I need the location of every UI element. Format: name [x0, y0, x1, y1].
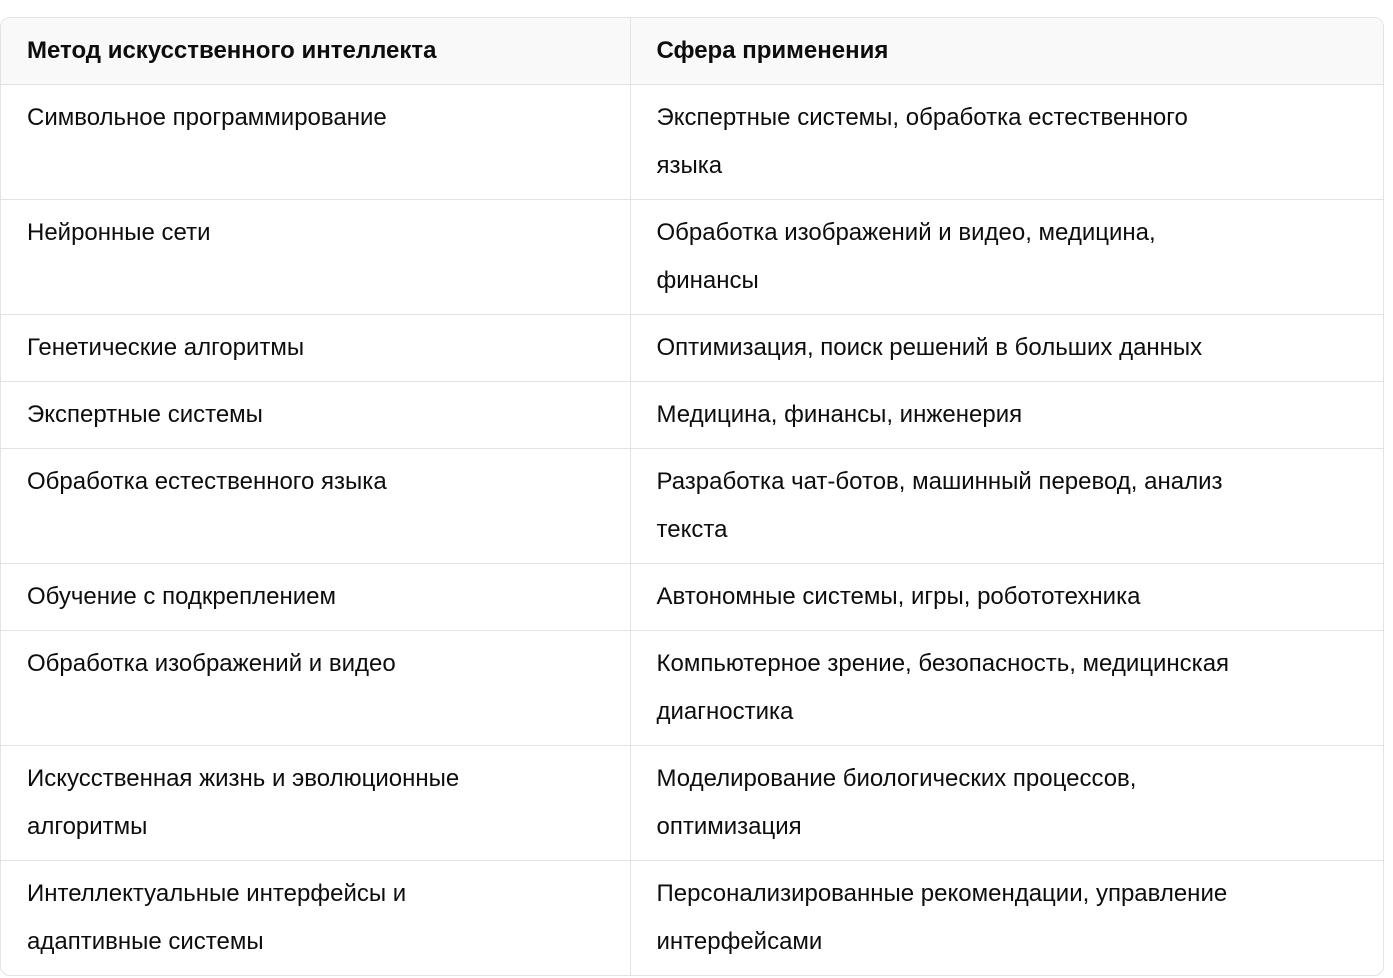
- header-method: Метод искусственного интеллекта: [1, 18, 631, 85]
- table-row: Экспертные системы Медицина, финансы, инж…: [1, 381, 1383, 449]
- application-cell-text: Медицина, финансы, инженерия: [656, 401, 1023, 428]
- application-cell-text: текста: [656, 516, 728, 543]
- application-cell-text: Экспертные системы, обработка естественн…: [656, 104, 1188, 131]
- application-cell: Оптимизация, поиск решений в больших дан…: [630, 314, 1383, 382]
- method-cell: Генетические алгоритмы: [1, 314, 631, 382]
- method-cell-text: Символьное программирование: [27, 104, 387, 131]
- application-cell-text: языка: [656, 152, 723, 179]
- method-cell: Символьное программирование: [1, 84, 631, 200]
- table-row: Символьное программирование Экспертные си…: [1, 84, 1383, 200]
- application-cell-text: Моделирование биологических процессов,: [656, 765, 1137, 792]
- method-cell: Искусственная жизнь и эволюционные алгори…: [1, 745, 631, 861]
- application-cell-text: оптимизация: [656, 813, 802, 840]
- application-cell-text: Разработка чат-ботов, машинный перевод, …: [656, 468, 1223, 495]
- method-cell: Экспертные системы: [1, 381, 631, 449]
- table-row: Интеллектуальные интерфейсы и адаптивные …: [1, 860, 1383, 976]
- application-cell: Экспертные системы, обработка естественн…: [630, 84, 1383, 200]
- application-cell: Медицина, финансы, инженерия: [630, 381, 1383, 449]
- application-cell-text: Обработка изображений и видео, медицина,: [656, 219, 1156, 246]
- table-row: Обработка изображений и видео Компьютерно…: [1, 630, 1383, 746]
- header-application: Сфера применения: [630, 18, 1383, 85]
- method-cell-text: Экспертные системы: [27, 401, 263, 428]
- application-cell-text: Оптимизация, поиск решений в больших дан…: [656, 334, 1203, 361]
- table-row: Обучение с подкреплением Автономные систе…: [1, 563, 1383, 631]
- application-cell: Автономные системы, игры, робототехника: [630, 563, 1383, 631]
- method-cell-text: алгоритмы: [27, 813, 148, 840]
- method-cell-text: Обработка естественного языка: [27, 468, 387, 495]
- method-cell-text: Искусственная жизнь и эволюционные: [27, 765, 460, 792]
- table-row: Генетические алгоритмы Оптимизация, поиск…: [1, 314, 1383, 382]
- method-cell-text: Обработка изображений и видео: [27, 650, 396, 677]
- application-cell: Персонализированные рекомендации, управл…: [630, 861, 1383, 976]
- table-row: Нейронные сети Обработка изображений и ви…: [1, 199, 1383, 315]
- method-cell: Нейронные сети: [1, 199, 631, 315]
- table-row: Обработка естественного языка Разработка …: [1, 448, 1383, 564]
- method-cell: Интеллектуальные интерфейсы и адаптивные …: [1, 860, 631, 975]
- application-cell-text: финансы: [656, 267, 759, 294]
- application-cell: Разработка чат-ботов, машинный перевод, …: [630, 448, 1383, 564]
- application-cell-text: интерфейсами: [656, 928, 823, 955]
- ai-methods-table: Метод искусственного интеллекта Сфера пр…: [1, 18, 1383, 975]
- table-header-row: Метод искусственного интеллекта Сфера пр…: [1, 18, 1383, 85]
- method-cell: Обработка естественного языка: [1, 448, 631, 564]
- application-cell: Моделирование биологических процессов, оп…: [630, 745, 1383, 861]
- application-cell-text: Компьютерное зрение, безопасность, медиц…: [656, 650, 1230, 677]
- ai-methods-table-container: Метод искусственного интеллекта Сфера пр…: [0, 17, 1384, 976]
- application-cell: Компьютерное зрение, безопасность, медиц…: [630, 630, 1383, 746]
- table-row: Искусственная жизнь и эволюционные алгори…: [1, 745, 1383, 861]
- application-cell-text: диагностика: [656, 698, 794, 725]
- method-cell-text: Генетические алгоритмы: [27, 334, 305, 361]
- application-cell-text: Автономные системы, игры, робототехника: [656, 583, 1141, 610]
- method-cell: Обработка изображений и видео: [1, 630, 631, 746]
- method-cell-text: Нейронные сети: [27, 219, 211, 246]
- method-cell-text: Интеллектуальные интерфейсы и: [27, 880, 407, 907]
- application-cell-text: Персонализированные рекомендации, управл…: [656, 880, 1228, 907]
- method-cell-text: Обучение с подкреплением: [27, 583, 336, 610]
- application-cell: Обработка изображений и видео, медицина,…: [630, 199, 1383, 315]
- method-cell: Обучение с подкреплением: [1, 563, 631, 631]
- method-cell-text: адаптивные системы: [27, 928, 264, 955]
